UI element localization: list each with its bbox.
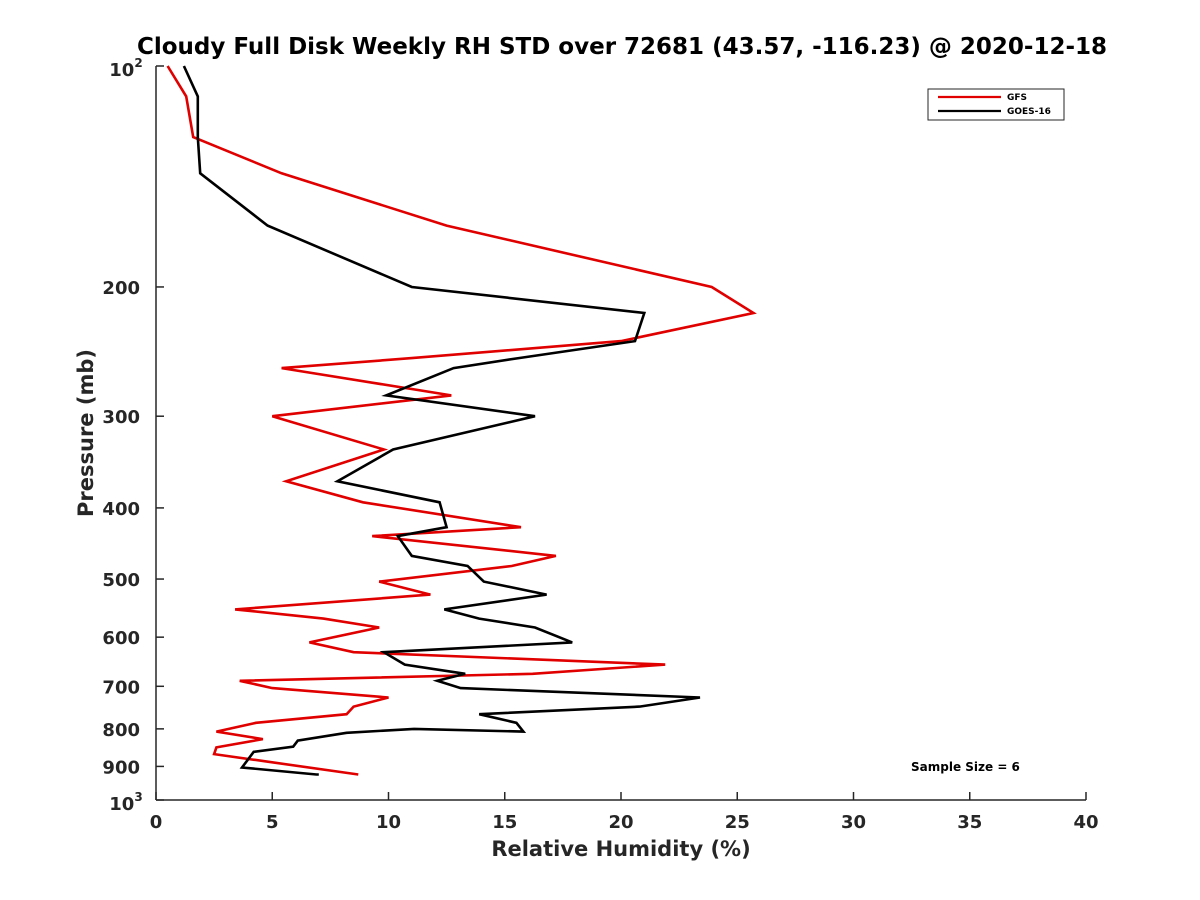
y-bottom-tick-exp: 3: [134, 790, 142, 804]
sample-size-annotation: Sample Size = 6: [911, 760, 1020, 774]
x-tick-label: 0: [150, 812, 163, 833]
legend-label-gfs: GFS: [1007, 93, 1027, 103]
series-line-goes16: [182, 65, 701, 776]
plot-area: 0 5 10 15 20 25 30 35 40 200 300 400 500 600 700 800 90…: [102, 56, 1098, 833]
y-bottom-tick-base: 10: [109, 794, 134, 815]
x-tick-label: 30: [841, 812, 866, 833]
y-top-tick-label: 102: [109, 56, 142, 81]
y-top-tick-exp: 2: [134, 56, 142, 70]
y-tick-label: 400: [102, 499, 140, 520]
y-tick-label: 200: [102, 278, 140, 299]
y-tick-label: 700: [102, 677, 140, 698]
x-axis-ticks: 0 5 10 15 20 25 30 35 40: [150, 792, 1099, 833]
y-top-tick-base: 10: [109, 60, 134, 81]
x-tick-label: 25: [725, 812, 750, 833]
x-tick-label: 35: [957, 812, 982, 833]
x-tick-label: 15: [492, 812, 517, 833]
x-tick-label: 5: [266, 812, 279, 833]
x-axis-label: Relative Humidity (%): [491, 837, 750, 861]
x-tick-label: 10: [376, 812, 401, 833]
series-line-gfs: [166, 65, 757, 776]
y-tick-label: 600: [102, 628, 140, 649]
chart-title: Cloudy Full Disk Weekly RH STD over 7268…: [137, 34, 1107, 60]
y-tick-label: 300: [102, 407, 140, 428]
series-layer: [166, 65, 757, 776]
y-tick-label: 800: [102, 720, 140, 741]
legend-label-goes16: GOES-16: [1007, 107, 1051, 117]
x-tick-label: 20: [608, 812, 633, 833]
legend-box: [927, 88, 1065, 121]
y-bottom-tick-label: 103: [109, 790, 142, 815]
y-tick-label: 500: [102, 570, 140, 591]
y-axis-label: Pressure (mb): [74, 349, 98, 517]
y-axis-ticks: 200 300 400 500 600 700 800 900: [102, 65, 164, 801]
legend: GFS GOES-16: [927, 88, 1065, 121]
y-tick-label: 900: [102, 757, 140, 778]
x-tick-label: 40: [1073, 812, 1098, 833]
